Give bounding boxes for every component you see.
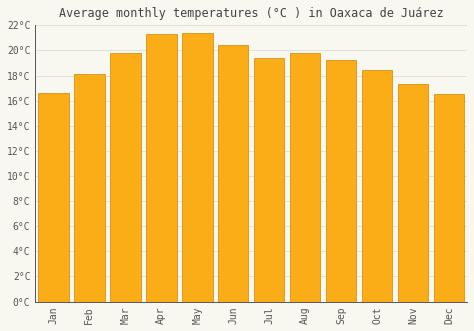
Bar bbox=[254, 58, 284, 302]
Bar bbox=[290, 53, 320, 302]
Bar bbox=[326, 61, 356, 302]
Bar bbox=[110, 53, 141, 302]
Bar bbox=[38, 93, 69, 302]
Bar bbox=[434, 94, 465, 302]
Bar bbox=[74, 74, 105, 302]
Bar bbox=[218, 45, 248, 302]
Bar bbox=[146, 34, 176, 302]
Bar bbox=[398, 84, 428, 302]
Bar bbox=[362, 71, 392, 302]
Title: Average monthly temperatures (°C ) in Oaxaca de Juárez: Average monthly temperatures (°C ) in Oa… bbox=[59, 7, 444, 20]
Bar bbox=[182, 33, 212, 302]
